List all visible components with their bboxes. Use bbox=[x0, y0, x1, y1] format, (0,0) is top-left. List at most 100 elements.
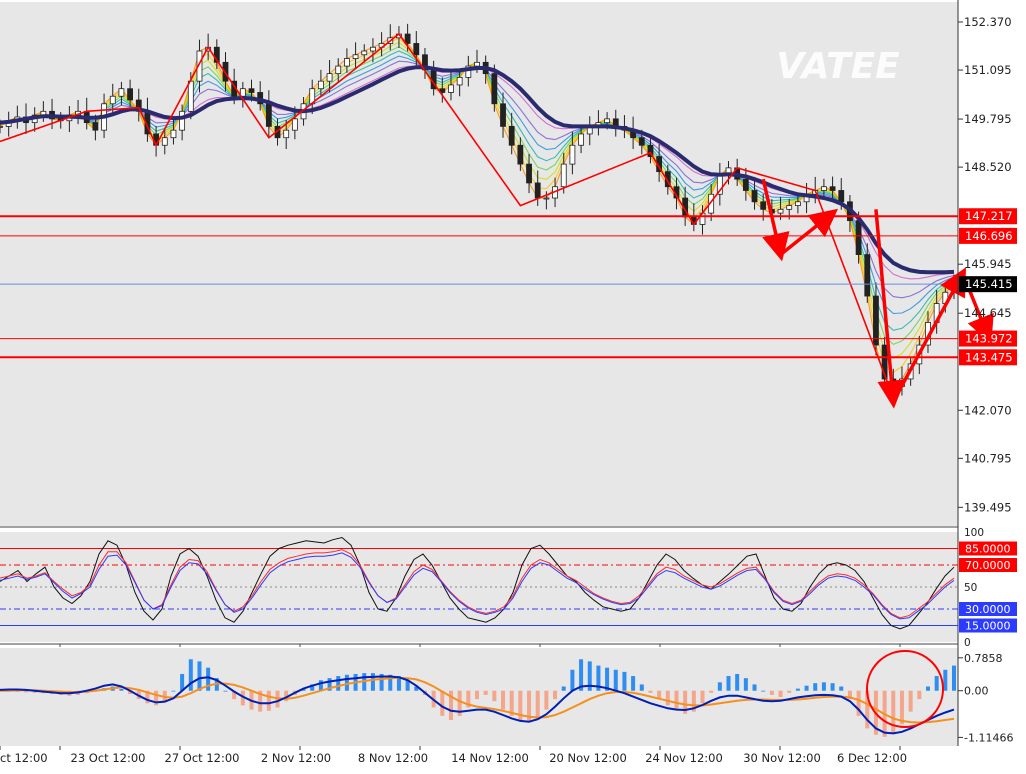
macd-histogram-bar bbox=[128, 690, 133, 695]
stochastic-level-tag bbox=[959, 558, 1017, 572]
macd-histogram-bar bbox=[761, 690, 766, 692]
macd-histogram-bar bbox=[388, 674, 393, 691]
macd-histogram-bar bbox=[483, 690, 488, 695]
price-tick-label: 149.795 bbox=[964, 112, 1012, 126]
macd-histogram-bar bbox=[492, 690, 497, 702]
candle-body bbox=[569, 144, 576, 165]
stochastic-pane[interactable] bbox=[0, 532, 958, 642]
candle-body bbox=[196, 50, 203, 82]
macd-pane[interactable] bbox=[0, 648, 958, 746]
macd-histogram-bar bbox=[891, 690, 896, 733]
macd-histogram-bar bbox=[683, 690, 688, 714]
macd-histogram-bar bbox=[778, 690, 783, 697]
candle-body bbox=[170, 129, 177, 139]
candle-body bbox=[413, 43, 420, 56]
candle-body bbox=[760, 201, 767, 210]
stochastic-level-tag bbox=[959, 541, 1017, 556]
stochastic-level-label: 85.0000 bbox=[965, 543, 1011, 556]
candle-body bbox=[647, 144, 654, 157]
macd-histogram-bar bbox=[622, 671, 627, 691]
candle-body bbox=[118, 88, 125, 97]
level-tag bbox=[959, 349, 1017, 366]
stochastic-level-label: 70.0000 bbox=[965, 559, 1011, 572]
macd-histogram-bar bbox=[605, 667, 610, 691]
macd-tick-label: 0.00 bbox=[964, 685, 989, 698]
candle-body bbox=[92, 122, 99, 131]
candle-body bbox=[179, 110, 186, 131]
candle-body bbox=[248, 88, 255, 93]
candle-body bbox=[213, 46, 220, 63]
macd-histogram-bar bbox=[743, 678, 748, 691]
stochastic-level-tag bbox=[959, 602, 1017, 616]
price-tick-label: 142.070 bbox=[964, 403, 1012, 417]
time-tick-label: 14 Nov 12:00 bbox=[451, 751, 529, 765]
candle-body bbox=[109, 95, 116, 105]
candle-body bbox=[500, 103, 506, 127]
macd-histogram-bar bbox=[691, 690, 696, 712]
stochastic-main-line bbox=[0, 536, 955, 630]
macd-histogram-bar bbox=[258, 690, 263, 712]
macd-histogram-bar bbox=[813, 683, 818, 691]
macd-histogram-bar bbox=[821, 682, 826, 691]
macd-histogram-bar bbox=[171, 690, 176, 692]
time-tick-label: ct 12:00 bbox=[0, 751, 48, 765]
candle-body bbox=[474, 61, 480, 67]
candle-body bbox=[560, 163, 567, 188]
candle-body bbox=[794, 201, 801, 206]
candle-body bbox=[855, 220, 862, 255]
pane-separator bbox=[0, 526, 1026, 532]
macd-histogram-bar bbox=[674, 690, 679, 710]
macd-histogram-bar bbox=[769, 690, 774, 695]
candle-body bbox=[491, 73, 498, 105]
macd-tick-label: 0.7858 bbox=[964, 652, 1003, 665]
candle-body bbox=[777, 208, 784, 214]
candle-body bbox=[864, 254, 871, 297]
macd-histogram-bar bbox=[145, 690, 150, 704]
macd-histogram-bar bbox=[414, 686, 419, 691]
macd-histogram-bar bbox=[700, 690, 705, 704]
macd-histogram-bar bbox=[847, 690, 852, 700]
candle-body bbox=[283, 129, 290, 139]
price-tick-label: 144.645 bbox=[964, 306, 1012, 320]
level-label: 147.217 bbox=[965, 209, 1013, 223]
time-tick-label: 20 Nov 12:00 bbox=[549, 751, 627, 765]
macd-histogram-bar bbox=[379, 673, 384, 691]
level-label: 143.475 bbox=[965, 350, 1013, 364]
time-tick-label: 23 Oct 12:00 bbox=[71, 751, 146, 765]
macd-histogram-bar bbox=[579, 659, 584, 691]
macd-histogram-bar bbox=[448, 690, 453, 721]
candle-body bbox=[751, 190, 758, 203]
macd-histogram-bar bbox=[943, 669, 948, 691]
price-pane[interactable] bbox=[0, 2, 994, 526]
macd-histogram-bar bbox=[657, 690, 662, 700]
stochastic-tick-label: 0 bbox=[964, 637, 971, 649]
macd-histogram-bar bbox=[553, 690, 558, 700]
time-tick-label: 24 Nov 12:00 bbox=[645, 751, 723, 765]
watermark-logo: VATEE bbox=[776, 46, 900, 87]
macd-histogram-bar bbox=[119, 689, 124, 691]
candle-body bbox=[838, 190, 845, 203]
macd-histogram-bar bbox=[648, 690, 653, 693]
macd-histogram-bar bbox=[952, 665, 956, 691]
macd-histogram-bar bbox=[266, 690, 271, 711]
macd-histogram-bar bbox=[535, 690, 540, 718]
projection-arrow bbox=[874, 209, 906, 409]
macd-histogram-bar bbox=[336, 676, 341, 691]
macd-histogram-bar bbox=[327, 678, 332, 691]
macd-histogram-bar bbox=[344, 674, 349, 691]
time-axis: ct 12:00 23 Oct 12:00 27 Oct 12:00 2 Nov 12… bbox=[0, 746, 907, 765]
candle-body bbox=[187, 80, 194, 112]
macd-histogram-bar bbox=[795, 688, 800, 691]
price-tick-label: 145.945 bbox=[964, 257, 1012, 271]
moving-average-line bbox=[0, 65, 955, 275]
macd-histogram-bar bbox=[188, 659, 193, 691]
macd-histogram-bar bbox=[787, 690, 792, 693]
candle-body bbox=[317, 80, 324, 90]
candle-body bbox=[344, 58, 350, 67]
macd-histogram-bar bbox=[752, 684, 757, 691]
macd-histogram-bar bbox=[180, 673, 185, 691]
stochastic-tick-label: 50 bbox=[964, 582, 977, 594]
macd-histogram-bar bbox=[466, 690, 471, 708]
